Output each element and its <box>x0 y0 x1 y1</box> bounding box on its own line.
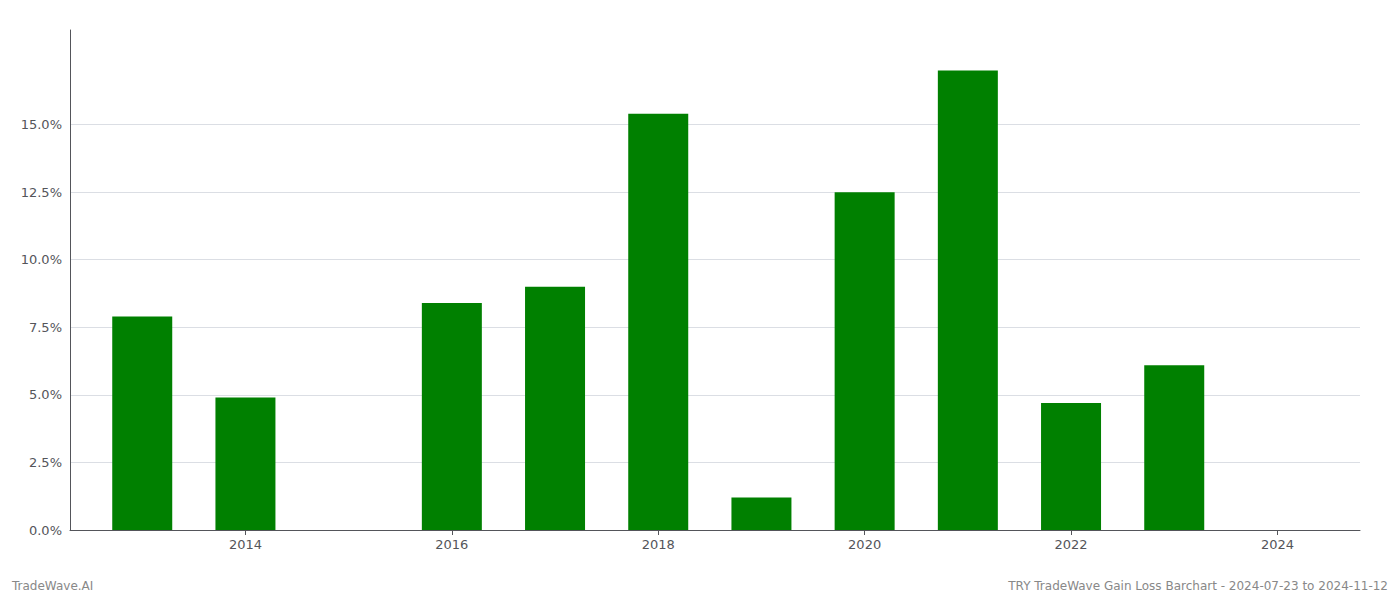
svg-text:TRY TradeWave Gain Loss Barcha: TRY TradeWave Gain Loss Barchart - 2024-… <box>1007 579 1388 593</box>
svg-text:2016: 2016 <box>435 537 468 552</box>
svg-text:0.0%: 0.0% <box>29 523 62 538</box>
svg-text:7.5%: 7.5% <box>29 320 62 335</box>
svg-text:2022: 2022 <box>1054 537 1087 552</box>
svg-text:2024: 2024 <box>1261 537 1294 552</box>
svg-text:2020: 2020 <box>848 537 881 552</box>
svg-text:10.0%: 10.0% <box>21 252 62 267</box>
svg-text:15.0%: 15.0% <box>21 117 62 132</box>
svg-text:2018: 2018 <box>642 537 675 552</box>
svg-text:2.5%: 2.5% <box>29 455 62 470</box>
svg-text:TradeWave.AI: TradeWave.AI <box>11 579 93 593</box>
svg-text:5.0%: 5.0% <box>29 387 62 402</box>
svg-text:12.5%: 12.5% <box>21 185 62 200</box>
svg-text:2014: 2014 <box>229 537 262 552</box>
